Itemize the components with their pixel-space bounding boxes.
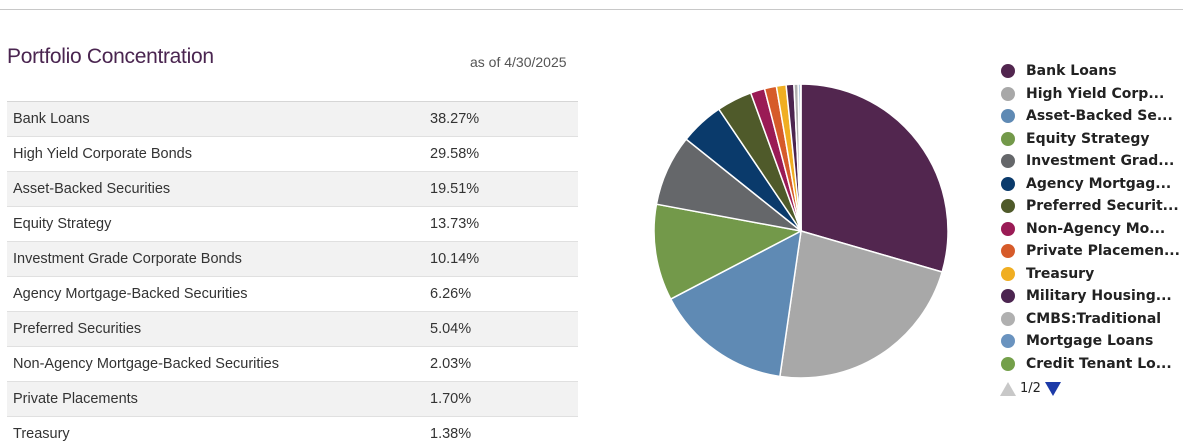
legend-label: Investment Grad... — [1026, 153, 1175, 170]
pager-total: 2 — [1032, 381, 1041, 396]
legend-label: Mortgage Loans — [1026, 333, 1154, 350]
legend-label: Equity Strategy — [1026, 130, 1150, 147]
legend-swatch — [1001, 86, 1015, 101]
legend-label: Asset-Backed Se... — [1026, 108, 1173, 125]
row-name: Private Placements — [13, 391, 138, 407]
concentration-table: Bank Loans 38.27% High Yield Corporate B… — [7, 101, 578, 448]
pager-current: 1 — [1020, 381, 1029, 396]
pie-slice-bank-loans[interactable] — [800, 83, 949, 273]
row-name: Asset-Backed Securities — [13, 181, 171, 197]
legend-label: Non-Agency Mo... — [1026, 220, 1166, 237]
row-value: 10.14% — [430, 251, 480, 267]
pie-chart — [653, 83, 949, 379]
legend-swatch — [1001, 334, 1015, 349]
legend-label: CMBS:Traditional — [1026, 310, 1162, 327]
legend-swatch — [1001, 176, 1015, 191]
legend-swatch — [1001, 311, 1015, 326]
legend-item[interactable]: Mortgage Loans — [1001, 330, 1181, 353]
row-value: 5.04% — [430, 321, 472, 337]
table-row: Preferred Securities 5.04% — [7, 312, 578, 347]
legend-item[interactable]: High Yield Corp... — [1001, 83, 1181, 106]
table-row: Treasury 1.38% — [7, 417, 578, 448]
legend-label: Credit Tenant Lo... — [1026, 355, 1172, 372]
row-value: 29.58% — [430, 146, 480, 162]
legend-label: Military Housing... — [1026, 288, 1172, 305]
legend-label: Bank Loans — [1026, 63, 1117, 80]
row-name: Bank Loans — [13, 111, 90, 127]
legend-swatch — [1001, 199, 1015, 214]
table-row: Non-Agency Mortgage-Backed Securities 2.… — [7, 347, 578, 382]
row-name: Agency Mortgage-Backed Securities — [13, 286, 248, 302]
pager-separator: / — [1028, 381, 1033, 396]
legend-label: Private Placemen... — [1026, 243, 1180, 260]
legend-swatch — [1001, 244, 1015, 259]
row-name: Preferred Securities — [13, 321, 142, 337]
legend-item[interactable]: Military Housing... — [1001, 285, 1181, 308]
legend-item[interactable]: Treasury — [1001, 263, 1181, 286]
table-row: Investment Grade Corporate Bonds 10.14% — [7, 242, 578, 277]
table-row: High Yield Corporate Bonds 29.58% — [7, 137, 578, 172]
chart-legend: Bank Loans High Yield Corp... Asset-Back… — [1001, 60, 1181, 375]
legend-item[interactable]: Equity Strategy — [1001, 128, 1181, 151]
page-down-arrow-icon[interactable] — [1044, 381, 1061, 396]
legend-item[interactable]: Investment Grad... — [1001, 150, 1181, 173]
legend-item[interactable]: Bank Loans — [1001, 60, 1181, 83]
row-name: Equity Strategy — [13, 216, 112, 232]
legend-swatch — [1001, 289, 1015, 304]
table-row: Private Placements 1.70% — [7, 382, 578, 417]
legend-item[interactable]: Asset-Backed Se... — [1001, 105, 1181, 128]
pie-slice-asset-backed-securities[interactable] — [669, 229, 802, 378]
page-up-arrow-icon[interactable] — [1000, 381, 1016, 396]
legend-label: Agency Mortgag... — [1026, 175, 1172, 192]
row-value: 1.38% — [430, 426, 472, 442]
legend-swatch — [1001, 221, 1015, 236]
row-value: 6.26% — [430, 286, 472, 302]
row-value: 19.51% — [430, 181, 480, 197]
legend-item[interactable]: Non-Agency Mo... — [1001, 218, 1181, 241]
table-row: Agency Mortgage-Backed Securities 6.26% — [7, 277, 578, 312]
top-divider — [0, 9, 1183, 10]
legend-item[interactable]: Agency Mortgag... — [1001, 173, 1181, 196]
legend-swatch — [1001, 154, 1015, 169]
legend-item[interactable]: CMBS:Traditional — [1001, 308, 1181, 331]
pie-chart-svg — [653, 83, 949, 379]
legend-swatch — [1001, 64, 1015, 79]
legend-swatch — [1001, 109, 1015, 124]
row-value: 38.27% — [430, 111, 480, 127]
row-name: High Yield Corporate Bonds — [13, 146, 192, 162]
legend-swatch — [1001, 131, 1015, 146]
legend-item[interactable]: Preferred Securit... — [1001, 195, 1181, 218]
legend-swatch — [1001, 356, 1015, 371]
pie-slice-high-yield-corporate-bonds[interactable] — [779, 230, 944, 379]
legend-label: Treasury — [1026, 265, 1095, 282]
as-of-date: as of 4/30/2025 — [470, 54, 567, 70]
legend-item[interactable]: Credit Tenant Lo... — [1001, 353, 1181, 376]
row-name: Treasury — [13, 426, 70, 442]
row-name: Investment Grade Corporate Bonds — [13, 251, 242, 267]
row-name: Non-Agency Mortgage-Backed Securities — [13, 356, 279, 372]
legend-label: High Yield Corp... — [1026, 85, 1165, 102]
legend-item[interactable]: Private Placemen... — [1001, 240, 1181, 263]
table-row: Asset-Backed Securities 19.51% — [7, 172, 578, 207]
table-row: Equity Strategy 13.73% — [7, 207, 578, 242]
page-title: Portfolio Concentration — [7, 45, 214, 68]
table-row: Bank Loans 38.27% — [7, 102, 578, 137]
legend-swatch — [1001, 266, 1015, 281]
row-value: 1.70% — [430, 391, 472, 407]
legend-label: Preferred Securit... — [1026, 198, 1179, 215]
legend-pager: 1 / 2 — [1000, 381, 1061, 396]
row-value: 2.03% — [430, 356, 472, 372]
pie-slice-credit-tenant-lo[interactable] — [799, 83, 802, 232]
row-value: 13.73% — [430, 216, 480, 232]
pie-slice-equity-strategy[interactable] — [653, 203, 804, 301]
